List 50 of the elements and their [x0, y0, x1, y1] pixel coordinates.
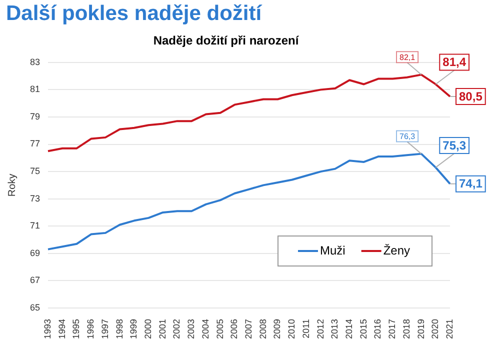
x-tick-label: 2009 — [272, 318, 282, 340]
x-tick-label: 2011 — [300, 318, 311, 338]
x-tick-label: 2019 — [416, 318, 426, 340]
x-tick-label: 2015 — [358, 318, 368, 340]
x-tick-label: 2005 — [214, 318, 225, 340]
x-tick-label: 1994 — [56, 318, 67, 340]
y-tick-label: 79 — [30, 111, 40, 122]
data-label: 74,1 — [459, 176, 483, 191]
data-label: 81,4 — [442, 55, 466, 70]
y-tick-label: 81 — [30, 84, 40, 94]
y-tick-label: 65 — [30, 302, 40, 312]
x-tick-label: 2017 — [387, 318, 398, 340]
y-tick-label: 83 — [30, 56, 40, 67]
x-tick-label: 2007 — [243, 318, 254, 340]
y-axis-title: Roky — [6, 174, 18, 197]
x-tick-label: 2016 — [372, 318, 383, 340]
x-tick-label: 1998 — [114, 318, 124, 340]
chart-subtitle: Naděje dožití při narození — [153, 34, 300, 48]
x-tick-label: 2012 — [315, 318, 326, 340]
data-label: 76,3 — [399, 132, 416, 142]
data-label: 75,3 — [442, 138, 466, 152]
x-tick-label: 1997 — [100, 318, 110, 340]
x-tick-label: 2018 — [401, 318, 412, 340]
x-tick-label: 2010 — [286, 318, 297, 340]
x-tick-label: 2008 — [258, 318, 268, 340]
legend-label: Ženy — [383, 243, 410, 258]
x-tick-label: 1995 — [71, 318, 82, 340]
x-tick-label: 1993 — [42, 318, 52, 340]
x-tick-label: 2002 — [172, 318, 182, 340]
y-tick-label: 77 — [30, 138, 40, 149]
y-tick-label: 71 — [30, 220, 40, 231]
data-label: 82,1 — [399, 52, 416, 62]
x-tick-label: 2003 — [186, 318, 196, 340]
x-tick-label: 1996 — [86, 318, 96, 340]
x-tick-label: 2014 — [344, 318, 354, 340]
x-tick-label: 2000 — [142, 318, 153, 340]
x-tick-label: 2020 — [430, 318, 440, 340]
x-tick-label: 2013 — [330, 318, 340, 340]
y-tick-label: 73 — [30, 193, 40, 204]
chart-title: Další pokles naděje dožití — [6, 2, 262, 26]
x-tick-label: 2021 — [444, 318, 454, 340]
y-tick-label: 75 — [30, 166, 40, 176]
y-tick-label: 69 — [30, 248, 40, 258]
legend-label: Muži — [320, 243, 346, 258]
x-tick-label: 1999 — [128, 318, 139, 340]
data-label: 80,5 — [459, 89, 483, 104]
y-tick-label: 67 — [30, 275, 40, 286]
x-tick-label: 2006 — [229, 318, 240, 340]
x-tick-label: 2004 — [200, 318, 210, 340]
x-tick-label: 2001 — [157, 318, 168, 340]
